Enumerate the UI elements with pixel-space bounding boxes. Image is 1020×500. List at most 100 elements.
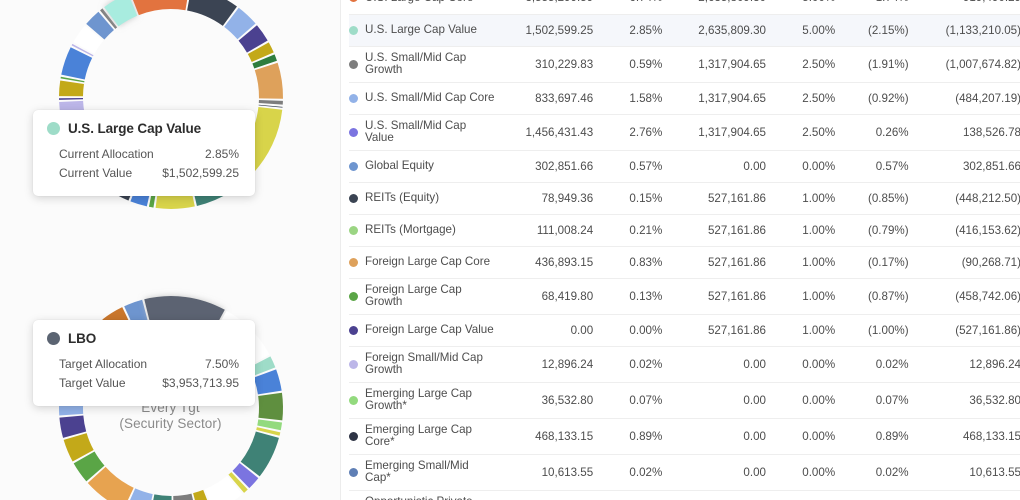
cell-difference-value: 468,133.15 bbox=[908, 418, 1020, 455]
cell-target-pct: 0.00% bbox=[766, 346, 836, 383]
cell-difference-pct: (0.79%) bbox=[835, 214, 909, 247]
donut-slice[interactable] bbox=[258, 104, 283, 108]
cell-difference-value: (484,207.19) bbox=[908, 82, 1020, 115]
tooltip-value: $3,953,713.95 bbox=[162, 376, 239, 390]
asset-class-label: U.S. Small/Mid Cap Value bbox=[365, 118, 467, 144]
donut-slice[interactable] bbox=[255, 427, 280, 436]
table-row[interactable]: U.S. Large Cap Core 3,555,299.596.74%2,63… bbox=[349, 0, 1020, 15]
legend-dot-icon bbox=[349, 225, 358, 235]
asset-class-label: Emerging Small/Mid Cap* bbox=[365, 458, 469, 484]
cell-current-pct: 0.21% bbox=[593, 214, 663, 247]
donut-slice[interactable] bbox=[130, 0, 189, 16]
donut-slice[interactable] bbox=[254, 62, 283, 99]
cell-difference-pct: 1.74% bbox=[835, 0, 909, 15]
table-row[interactable]: U.S. Small/Mid Cap Growth 310,229.83 0.59%… bbox=[349, 46, 1020, 83]
cell-current-value: 1,502,599.25 bbox=[495, 14, 594, 47]
cell-asset-class: Emerging Large Cap Growth* bbox=[349, 382, 496, 419]
asset-class-label: REITs (Mortgage) bbox=[365, 222, 456, 236]
table-row[interactable]: Global Equity 302,851.66 0.57% 0.00 0.00% 0.5… bbox=[349, 150, 1020, 183]
donut-slice[interactable] bbox=[58, 415, 86, 438]
cell-difference-value: (458,742.06) bbox=[908, 278, 1020, 315]
donut-slice[interactable] bbox=[103, 0, 137, 27]
table-row[interactable]: REITs (Mortgage) 111,008.24 0.21% 527,161.8… bbox=[349, 214, 1020, 247]
table-row[interactable]: Foreign Large Cap Value 0.00 0.00% 527,161.… bbox=[349, 314, 1020, 347]
charts-panel: Current Every Tgt (Security Sector) U.S.… bbox=[0, 0, 341, 500]
cell-current-value: 68,419.80 bbox=[495, 278, 594, 315]
cell-target-pct: 2.50% bbox=[766, 82, 836, 115]
cell-current-pct: 0.02% bbox=[593, 454, 663, 491]
donut-slice[interactable] bbox=[258, 100, 283, 105]
donut-slice[interactable] bbox=[253, 369, 282, 395]
cell-current-pct: 0.83% bbox=[593, 246, 663, 279]
donut-slice[interactable] bbox=[248, 356, 275, 377]
donut-slice[interactable] bbox=[87, 466, 134, 500]
donut-slice[interactable] bbox=[60, 76, 84, 83]
cell-asset-class: U.S. Large Cap Core bbox=[349, 0, 496, 15]
donut-slice[interactable] bbox=[186, 0, 237, 26]
tooltip-header: U.S. Large Cap Value bbox=[47, 121, 239, 136]
cell-target-pct: 1.00% bbox=[766, 278, 836, 315]
table-row[interactable]: U.S. Small/Mid Cap Core 833,697.46 1.58% 1,… bbox=[349, 82, 1020, 115]
cell-current-value: 1,456,431.43 bbox=[495, 114, 594, 151]
donut-slice[interactable] bbox=[71, 43, 94, 57]
donut-slice[interactable] bbox=[85, 11, 114, 40]
cell-difference-pct: (1.91%) bbox=[835, 46, 909, 83]
table-row[interactable]: Opportunistic Private Credit1,719,603.44… bbox=[349, 490, 1020, 500]
asset-class-label: REITs (Equity) bbox=[365, 190, 440, 204]
cell-target-pct: 0.00% bbox=[766, 454, 836, 491]
table-row[interactable]: Foreign Small/Mid Cap Growth 12,896.24 0.0… bbox=[349, 346, 1020, 383]
donut-slice[interactable] bbox=[125, 488, 153, 500]
cell-difference-value: (527,161.86) bbox=[908, 314, 1020, 347]
donut-slice[interactable] bbox=[240, 431, 279, 477]
donut-slice[interactable] bbox=[223, 7, 256, 40]
table-row[interactable]: Emerging Large Cap Core* 468,133.15 0.89% 0… bbox=[349, 418, 1020, 455]
donut-slice[interactable] bbox=[172, 493, 197, 500]
allocation-table-panel[interactable]: U.S. Large Cap Core 3,555,299.596.74%2,63… bbox=[341, 0, 1020, 500]
donut-slice[interactable] bbox=[238, 25, 268, 53]
cell-target-pct: 2.50% bbox=[766, 46, 836, 83]
table-row[interactable]: Foreign Large Cap Core 436,893.15 0.83% 527… bbox=[349, 246, 1020, 279]
table-row[interactable]: U.S. Small/Mid Cap Value 1,456,431.43 2.76… bbox=[349, 114, 1020, 151]
donut-slice[interactable] bbox=[192, 489, 212, 500]
donut-slice[interactable] bbox=[251, 54, 277, 69]
target-label-line-2: (Security Sector) bbox=[119, 416, 222, 431]
donut-slice[interactable] bbox=[232, 463, 258, 489]
asset-class-label: U.S. Small/Mid Cap Core bbox=[365, 90, 495, 104]
donut-slice[interactable] bbox=[227, 472, 248, 493]
donut-slice[interactable] bbox=[204, 475, 242, 500]
table-row[interactable]: Foreign Large Cap Growth 68,419.80 0.13% 52… bbox=[349, 278, 1020, 315]
cell-difference-value: 401,698.79 bbox=[908, 490, 1020, 500]
donut-slice[interactable] bbox=[63, 433, 94, 462]
donut-slice[interactable] bbox=[73, 451, 104, 482]
cell-current-pct: 0.07% bbox=[593, 382, 663, 419]
tooltip-row: Target Value $3,953,713.95 bbox=[47, 374, 239, 393]
donut-slice[interactable] bbox=[247, 42, 274, 62]
table-row[interactable]: Emerging Small/Mid Cap* 10,613.55 0.02% 0.0… bbox=[349, 454, 1020, 491]
donut-slice[interactable] bbox=[72, 25, 103, 54]
donut-slice[interactable] bbox=[58, 97, 83, 100]
table-row[interactable]: U.S. Large Cap Value 1,502,599.25 2.85% 2,6… bbox=[349, 14, 1020, 47]
cell-current-value: 302,851.66 bbox=[495, 150, 594, 183]
tooltip-title: LBO bbox=[68, 331, 97, 346]
cell-current-pct: 0.89% bbox=[593, 418, 663, 455]
cell-difference-value: 36,532.80 bbox=[908, 382, 1020, 419]
donut-slice[interactable] bbox=[149, 494, 172, 500]
cell-asset-class: Foreign Small/Mid Cap Growth bbox=[349, 346, 496, 383]
donut-slice[interactable] bbox=[58, 80, 84, 97]
cell-target-pct: 0.00% bbox=[766, 382, 836, 419]
donut-slice[interactable] bbox=[99, 8, 117, 29]
donut-slice[interactable] bbox=[257, 392, 283, 421]
donut-slice[interactable] bbox=[256, 419, 282, 431]
cell-current-value: 833,697.46 bbox=[495, 82, 594, 115]
tooltip-row: Current Value $1,502,599.25 bbox=[47, 164, 239, 183]
cell-asset-class: REITs (Mortgage) bbox=[349, 214, 496, 247]
table-row[interactable]: Emerging Large Cap Growth* 36,532.80 0.07%… bbox=[349, 382, 1020, 419]
table-row[interactable]: REITs (Equity) 78,949.36 0.15% 527,161.86 1.… bbox=[349, 182, 1020, 215]
donut-slice[interactable] bbox=[60, 47, 92, 80]
cell-target-value: 527,161.86 bbox=[662, 278, 766, 315]
cell-difference-pct: (2.15%) bbox=[835, 14, 909, 47]
legend-dot-icon bbox=[349, 193, 358, 203]
asset-class-label: U.S. Large Cap Core bbox=[365, 0, 473, 4]
cell-asset-class: Foreign Large Cap Value bbox=[349, 314, 496, 347]
cell-difference-pct: 0.02% bbox=[835, 346, 909, 383]
